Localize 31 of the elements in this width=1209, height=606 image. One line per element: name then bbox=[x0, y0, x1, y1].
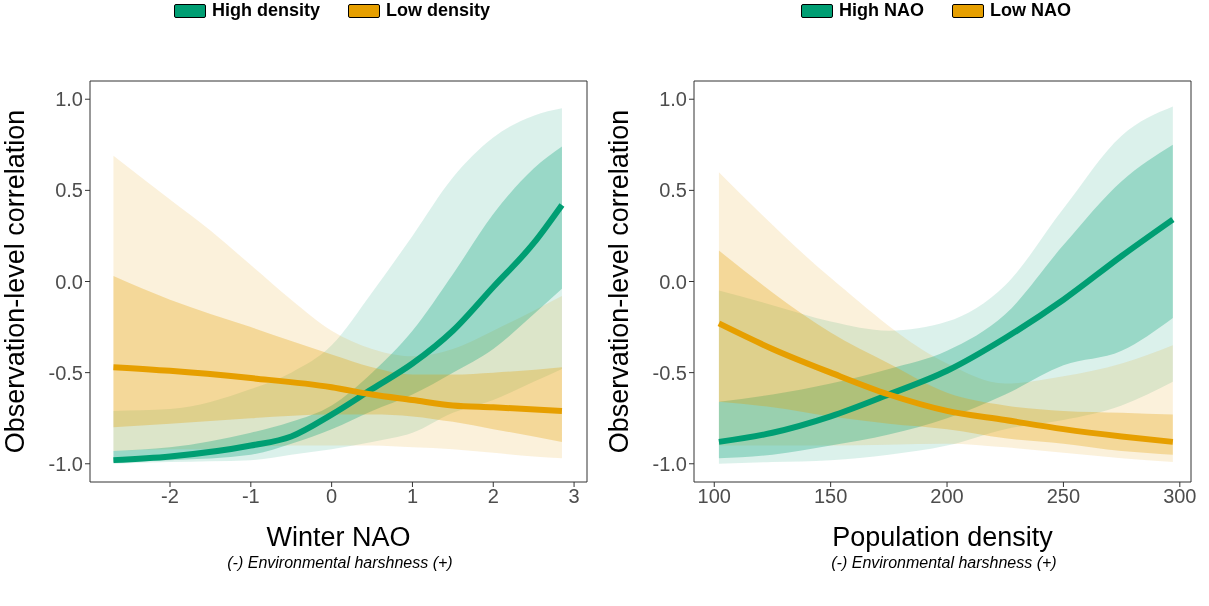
x-tick-label: 0 bbox=[326, 485, 338, 508]
y-axis-title: Observation-level correlation bbox=[0, 109, 30, 454]
x-tick-label: -2 bbox=[161, 485, 179, 508]
x-tick-label: -1 bbox=[241, 485, 260, 508]
y-tick-label: 0.5 bbox=[55, 179, 83, 202]
x-tick-label: 250 bbox=[1046, 485, 1081, 508]
y-tick-label: 0.0 bbox=[659, 270, 687, 293]
x-axis-title: Winter NAO bbox=[266, 522, 411, 552]
x-tick-label: 2 bbox=[487, 485, 499, 508]
y-tick-label: 0.5 bbox=[659, 179, 687, 202]
legend-label: High density bbox=[211, 0, 320, 21]
text: (-) Environmental harshness (+) bbox=[226, 554, 454, 572]
x-tick-label: 1 bbox=[406, 485, 419, 508]
x-tick-label: 300 bbox=[1163, 485, 1197, 508]
x-tick-label: 150 bbox=[813, 485, 848, 508]
text: (-) Environmental harshness (+) bbox=[830, 554, 1058, 572]
x-axis-title: Population density bbox=[832, 522, 1054, 552]
x-tick-label: 3 bbox=[568, 485, 580, 508]
y-tick-label: -0.5 bbox=[48, 361, 83, 384]
y-tick-label: -1.0 bbox=[48, 452, 83, 475]
legend-label: Low density bbox=[386, 0, 491, 21]
y-tick-label: 1.0 bbox=[55, 88, 83, 111]
y-tick-label: -1.0 bbox=[652, 452, 687, 475]
y-tick-label: -0.5 bbox=[652, 361, 687, 384]
legend-label: Low NAO bbox=[990, 0, 1071, 21]
x-tick-label: 200 bbox=[930, 485, 964, 508]
x-tick-label: 100 bbox=[697, 485, 731, 508]
y-tick-label: 1.0 bbox=[659, 88, 687, 111]
y-axis-title: Observation-level correlation bbox=[603, 109, 634, 454]
y-tick-label: 0.0 bbox=[55, 270, 83, 293]
legend-label: High NAO bbox=[839, 0, 924, 21]
